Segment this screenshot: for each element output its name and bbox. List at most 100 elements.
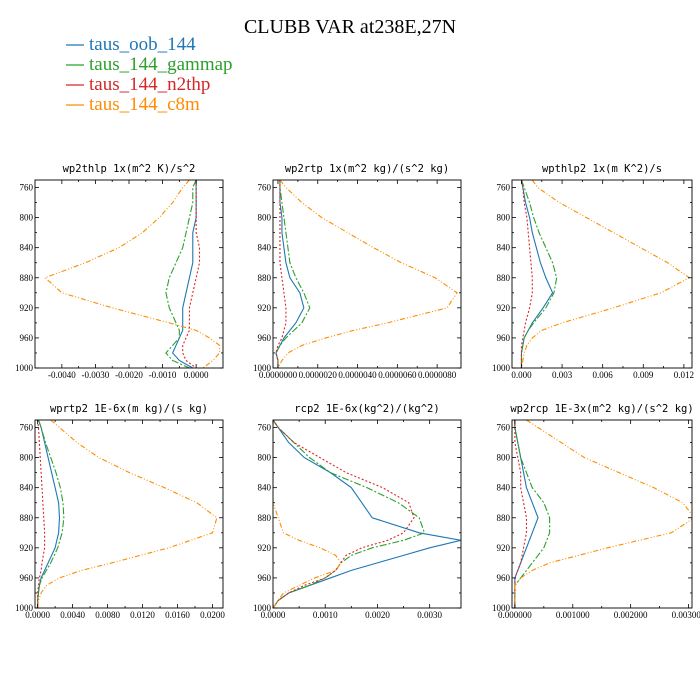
x-tick-label: -0.0010 <box>149 370 177 380</box>
panel-6: wp2rcp 1E-3x(m^2 kg)/(s^2 kg) 760 800 840 88… <box>492 403 700 620</box>
y-tick-label: 880 <box>497 513 511 523</box>
panel-title: rcp2 1E-6x(kg^2)/(kg^2) <box>294 403 439 415</box>
x-tick-label: 0.003 <box>552 370 573 380</box>
series-group <box>273 420 461 608</box>
series-line-taus_144_c8m <box>277 180 458 368</box>
panel-title: wp2thlp 1x(m^2 K)/s^2 <box>63 163 196 175</box>
x-tick-label: 0.009 <box>633 370 654 380</box>
y-tick-label: 920 <box>258 543 272 553</box>
series-line-taus_144_n2thp <box>273 420 415 608</box>
y-tick-label: 920 <box>20 303 34 313</box>
x-tick-label: 0.000000 <box>498 610 532 620</box>
series-group <box>37 420 218 608</box>
y-tick-label: 880 <box>497 273 511 283</box>
y-tick-label: 760 <box>497 183 511 193</box>
y-tick-label: 800 <box>497 453 511 463</box>
legend-item: taus_144_c8m <box>66 94 200 115</box>
y-tick-label: 800 <box>20 213 34 223</box>
x-tick-label: 0.0020 <box>365 610 390 620</box>
panel-3: wpthlp2 1x(m K^2)/s 760 800 840 880 920 960 100… <box>492 163 694 380</box>
x-tick-label: 0.0010 <box>313 610 338 620</box>
x-tick-label: 0.012 <box>674 370 694 380</box>
y-tick-label: 840 <box>258 243 272 253</box>
y-tick-label: 760 <box>20 423 34 433</box>
y-tick-label: 920 <box>497 303 511 313</box>
plot-frame <box>272 179 462 369</box>
y-tick-label: 760 <box>20 183 34 193</box>
series-group <box>514 420 692 608</box>
series-line-taus_144_c8m <box>520 180 691 368</box>
legend-label: taus_oob_144 <box>89 34 196 55</box>
series-line-taus_144_gammap <box>273 420 426 608</box>
x-tick-label: 0.0000 <box>184 370 209 380</box>
panel-title: wpthlp2 1x(m K^2)/s <box>542 163 662 175</box>
series-line-taus_144_c8m <box>44 180 221 368</box>
y-tick-label: 840 <box>20 243 34 253</box>
legend-label: taus_144_gammap <box>89 54 233 75</box>
y-tick-label: 960 <box>497 333 511 343</box>
series-line-taus_144_gammap <box>37 420 65 608</box>
x-tick-label: 0.0200 <box>200 610 225 620</box>
series-line-taus_oob_144 <box>37 420 61 608</box>
y-tick-label: 960 <box>20 333 34 343</box>
x-tick-label: 0.002000 <box>614 610 648 620</box>
y-tick-label: 1000 <box>492 363 511 373</box>
panel-1: wp2thlp 1x(m^2 K)/s^2 760 800 840 880 920 960 1… <box>15 163 224 380</box>
panel-title: wprtp2 1E-6x(m kg)/(s kg) <box>50 403 208 415</box>
y-tick-label: 760 <box>258 423 272 433</box>
series-line-taus_144_gammap <box>520 180 558 368</box>
series-line-taus_144_gammap <box>165 180 197 368</box>
x-tick-label: 0.0040 <box>60 610 85 620</box>
y-tick-label: 840 <box>497 483 511 493</box>
y-tick-label: 760 <box>497 423 511 433</box>
x-tick-label: 0.0080 <box>95 610 120 620</box>
series-group <box>44 180 221 368</box>
y-tick-label: 880 <box>20 513 34 523</box>
plot-frame <box>511 419 693 609</box>
series-line-taus_144_n2thp <box>514 420 528 608</box>
x-tick-label: 0.0160 <box>165 610 190 620</box>
y-tick-label: 1000 <box>15 363 34 373</box>
legend-item: taus_144_gammap <box>66 54 233 75</box>
x-tick-label: 0.0000020 <box>299 370 338 380</box>
x-tick-label: 0.0000 <box>25 610 50 620</box>
y-tick-label: 800 <box>258 213 272 223</box>
plot-frame <box>34 179 224 369</box>
x-tick-label: 0.0000040 <box>338 370 377 380</box>
series-line-taus_144_c8m <box>273 420 342 608</box>
series-line-taus_144_n2thp <box>37 420 46 608</box>
series-line-taus_oob_144 <box>171 180 197 368</box>
series-line-taus_144_n2thp <box>520 180 533 368</box>
legend-label: taus_144_c8m <box>89 94 200 115</box>
legend-label: taus_144_n2thp <box>89 74 210 95</box>
series-line-taus_oob_144 <box>520 180 554 368</box>
panel-title: wp2rtp 1x(m^2 kg)/(s^2 kg) <box>285 163 449 175</box>
x-tick-label: 0.003000 <box>672 610 700 620</box>
x-tick-label: 0.000 <box>511 370 532 380</box>
panels: wp2thlp 1x(m^2 K)/s^2 760 800 840 880 920 960 1… <box>15 163 700 620</box>
legend-item: taus_oob_144 <box>66 34 196 55</box>
x-tick-label: 0.006 <box>593 370 614 380</box>
y-tick-label: 920 <box>497 543 511 553</box>
x-tick-label: 0.0000060 <box>378 370 417 380</box>
y-tick-label: 1000 <box>15 603 34 613</box>
y-tick-label: 760 <box>258 183 272 193</box>
series-group <box>520 180 691 368</box>
plot-frame <box>34 419 224 609</box>
y-tick-label: 960 <box>258 333 272 343</box>
y-tick-label: 960 <box>20 573 34 583</box>
y-tick-label: 880 <box>258 273 272 283</box>
x-tick-label: -0.0040 <box>48 370 76 380</box>
panel-2: wp2rtp 1x(m^2 kg)/(s^2 kg) 760 800 840 880 92… <box>253 163 462 380</box>
x-tick-label: 0.0000 <box>261 610 286 620</box>
y-tick-label: 920 <box>20 543 34 553</box>
x-tick-label: -0.0020 <box>115 370 143 380</box>
x-tick-label: 0.001000 <box>556 610 590 620</box>
series-line-taus_144_n2thp <box>275 180 287 368</box>
legend: taus_oob_144taus_144_gammaptaus_144_n2th… <box>66 34 233 115</box>
series-line-taus_144_n2thp <box>182 180 201 368</box>
x-tick-label: 0.0000080 <box>418 370 457 380</box>
y-tick-label: 1000 <box>253 363 272 373</box>
y-tick-label: 800 <box>258 453 272 463</box>
